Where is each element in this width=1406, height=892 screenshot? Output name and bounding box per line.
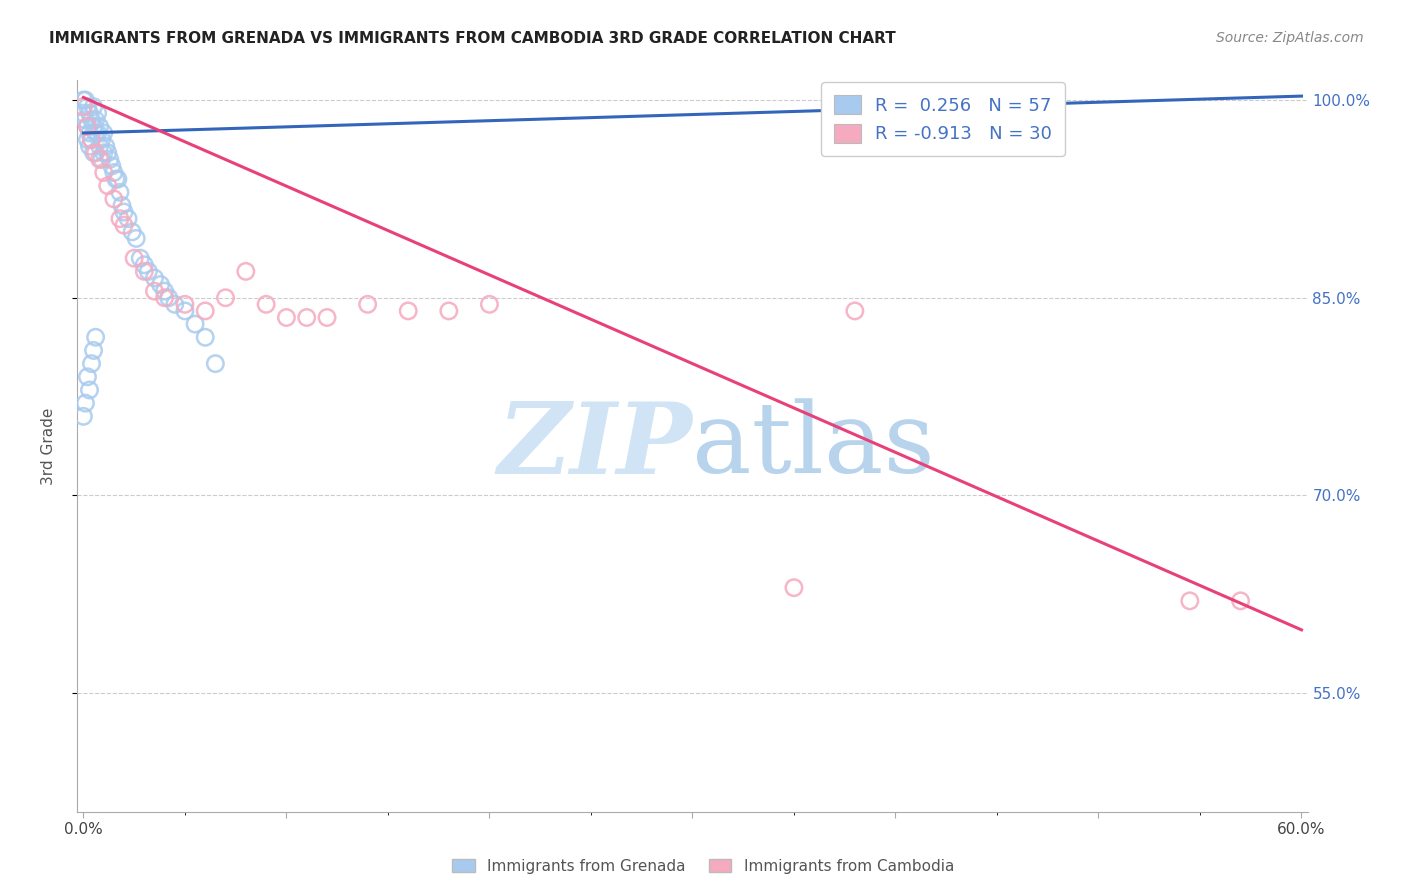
Point [184,317,207,331]
Point [98,153,121,167]
Point [134,258,156,272]
Point [163,297,186,311]
Point [84,330,107,344]
Point [80,132,103,146]
Point [80,357,103,371]
Point [143,271,166,285]
Legend: Immigrants from Grenada, Immigrants from Cambodia: Immigrants from Grenada, Immigrants from… [446,853,960,880]
Point [356,297,378,311]
Point [72,93,94,107]
Point [83,343,105,358]
Point [104,172,127,186]
Point [97,145,120,160]
Point [157,291,180,305]
Point [107,172,129,186]
Point [117,211,139,226]
Point [149,277,172,292]
Point [194,304,217,318]
Point [76,132,98,146]
Point [84,126,107,140]
Point [129,251,152,265]
Point [844,304,866,318]
Point [134,264,156,278]
Text: ZIP: ZIP [498,398,693,494]
Point [93,165,115,179]
Point [84,112,107,127]
Point [214,291,236,305]
Point [79,139,101,153]
Point [103,165,125,179]
Point [396,304,419,318]
Point [112,219,135,233]
Point [72,409,94,424]
Point [80,132,103,146]
Point [90,132,112,146]
Point [86,126,108,140]
Point [125,231,148,245]
Point [1229,594,1251,608]
Point [122,251,145,265]
Point [89,153,111,167]
Point [86,106,108,120]
Point [93,145,115,160]
Point [97,178,120,193]
Legend: R =  0.256   N = 57, R = -0.913   N = 30: R = 0.256 N = 57, R = -0.913 N = 30 [821,82,1064,156]
Point [153,291,176,305]
Point [143,284,166,298]
Text: Source: ZipAtlas.com: Source: ZipAtlas.com [1216,31,1364,45]
Point [437,304,460,318]
Point [90,153,112,167]
Point [112,205,135,219]
Point [478,297,501,311]
Text: atlas: atlas [693,398,935,494]
Point [76,120,98,134]
Point [108,211,131,226]
Point [89,120,111,134]
Point [108,186,131,200]
Point [89,139,111,153]
Point [235,264,257,278]
Point [83,100,105,114]
Point [101,159,124,173]
Point [94,139,117,153]
Y-axis label: 3rd Grade: 3rd Grade [42,408,56,484]
Point [79,106,101,120]
Point [174,297,197,311]
Point [75,112,97,127]
Point [84,145,107,160]
Point [121,225,143,239]
Point [316,310,339,325]
Point [76,120,98,134]
Point [76,369,98,384]
Point [153,284,176,298]
Point [75,396,97,410]
Point [111,198,134,212]
Point [254,297,277,311]
Text: IMMIGRANTS FROM GRENADA VS IMMIGRANTS FROM CAMBODIA 3RD GRADE CORRELATION CHART: IMMIGRANTS FROM GRENADA VS IMMIGRANTS FR… [49,31,896,46]
Point [83,120,105,134]
Point [194,330,217,344]
Point [72,106,94,120]
Point [80,112,103,127]
Point [276,310,298,325]
Point [79,126,101,140]
Point [1178,594,1201,608]
Point [83,145,105,160]
Point [783,581,806,595]
Point [204,357,226,371]
Point [103,192,125,206]
Point [174,304,197,318]
Point [79,383,101,397]
Point [138,264,160,278]
Point [72,100,94,114]
Point [75,93,97,107]
Point [295,310,318,325]
Point [76,100,98,114]
Point [93,126,115,140]
